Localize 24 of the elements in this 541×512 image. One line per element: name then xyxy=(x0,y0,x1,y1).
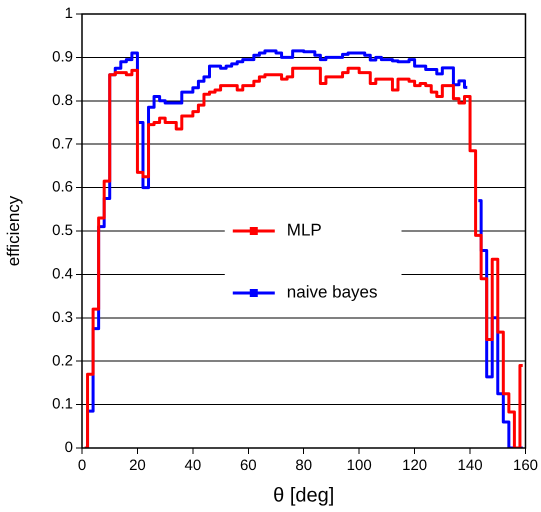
y-tick-label: 0.2 xyxy=(52,352,73,370)
x-tick-label: 0 xyxy=(78,457,86,474)
x-tick-label: 80 xyxy=(295,457,312,474)
y-tick-label: 1 xyxy=(64,5,73,22)
y-tick-label: 0.9 xyxy=(52,48,73,66)
x-tick-label: 160 xyxy=(512,457,538,474)
x-tick-label: 60 xyxy=(240,457,257,474)
legend-label: MLP xyxy=(286,220,322,240)
x-tick-label: 40 xyxy=(184,457,202,474)
y-axis-title: efficiency xyxy=(4,195,23,266)
x-tick-label: 120 xyxy=(402,457,428,474)
y-tick-label: 0 xyxy=(64,439,73,456)
x-axis-title: θ [deg] xyxy=(273,484,334,507)
x-tick-label: 20 xyxy=(129,457,146,474)
y-tick-label: 0.4 xyxy=(52,266,73,283)
y-tick-label: 0.5 xyxy=(52,222,73,240)
y-tick-label: 0.7 xyxy=(52,135,73,152)
x-tick-label: 140 xyxy=(458,457,483,474)
y-tick-label: 0.8 xyxy=(52,92,73,109)
legend-label: naive bayes xyxy=(286,282,378,302)
x-tick-label: 100 xyxy=(346,457,372,474)
y-tick-label: 0.6 xyxy=(52,178,73,196)
y-tick-label: 0.1 xyxy=(52,396,73,413)
y-tick-label: 0.3 xyxy=(52,308,73,326)
